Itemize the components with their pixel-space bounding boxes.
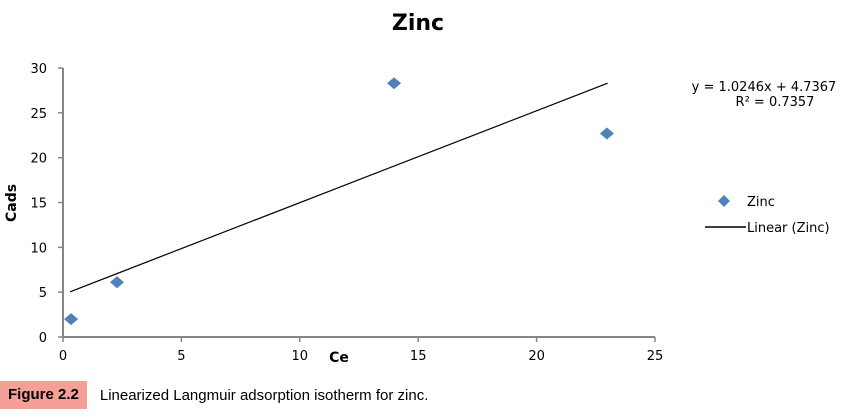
scatter-chart: Zinc 0 5 10 15 20 25 30 0 5 10 15 20 25 Ce Cads y = …: [4, 11, 837, 366]
legend-marker-zinc: [718, 195, 730, 207]
legend: Zinc Linear (Zinc): [705, 195, 830, 236]
x-axis-label: Ce: [329, 350, 349, 366]
chart-title: Zinc: [392, 11, 444, 36]
y-tick-label: 0: [39, 331, 47, 346]
x-tick-label: 10: [292, 349, 309, 364]
caption-text: Linearized Langmuir adsorption isotherm …: [99, 386, 429, 404]
data-point: [109, 276, 124, 289]
y-tick-label: 15: [30, 197, 47, 212]
legend-label-trend: Linear (Zinc): [747, 221, 830, 236]
data-point: [64, 313, 79, 326]
y-axis-label: Cads: [4, 184, 20, 222]
x-tick-label: 0: [59, 349, 67, 364]
x-tick-label: 5: [177, 349, 185, 364]
y-tick-label: 30: [30, 62, 47, 77]
y-tick-label: 20: [30, 152, 47, 167]
x-tick-label: 25: [647, 349, 664, 364]
x-tick-label: 15: [410, 349, 427, 364]
legend-label-zinc: Zinc: [747, 195, 775, 210]
data-point: [599, 127, 614, 140]
y-tick-label: 10: [30, 241, 47, 256]
trendline: [69, 82, 608, 293]
figure-caption: Figure 2.2 Linearized Langmuir adsorptio…: [0, 381, 428, 409]
trendline-r2: R² = 0.7357: [736, 95, 815, 110]
x-tick-label: 20: [528, 349, 545, 364]
data-point: [387, 77, 402, 90]
y-tick-label: 5: [39, 286, 47, 301]
y-tick-label: 25: [30, 107, 47, 122]
trendline-equation: y = 1.0246x + 4.7367: [692, 80, 837, 95]
figure-label: Figure 2.2: [0, 381, 87, 409]
